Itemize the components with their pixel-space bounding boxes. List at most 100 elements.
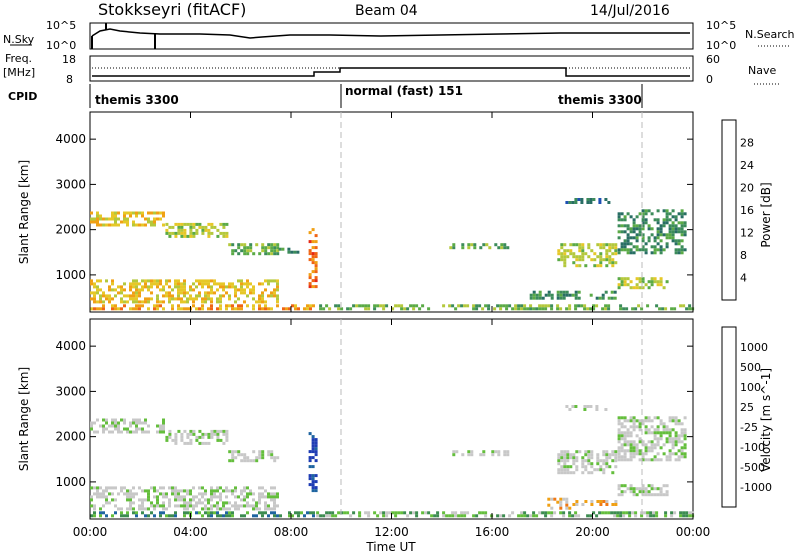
velocity-echo-cell [138, 427, 141, 431]
velocity-echo-cell [677, 455, 681, 459]
velocity-echo-cell [482, 450, 486, 454]
power-echo-cell [201, 279, 204, 283]
velocity-echo-cell [174, 489, 177, 493]
power-echo-cell [96, 291, 99, 295]
velocity-echo-cell [186, 501, 189, 505]
velocity-echo-cell [677, 419, 681, 423]
power-echo-cell [273, 279, 276, 283]
power-echo-cell [228, 297, 231, 301]
velocity-echo-cell [114, 427, 117, 431]
power-echo-cell [255, 300, 258, 304]
power-echo-cell [680, 251, 684, 255]
velocity-echo-cell [90, 424, 93, 428]
power-echo-cell [668, 224, 672, 228]
velocity-echo-cell [665, 425, 669, 429]
velocity-echo-cell [494, 450, 498, 454]
power-echo-cell [276, 300, 279, 304]
velocity-echo-cell [162, 430, 165, 434]
power-echo-cell [114, 214, 117, 218]
power-echo-cell [482, 243, 486, 247]
power-echo-cell [207, 285, 210, 289]
power-echo-cell [117, 217, 120, 221]
velocity-echo-cell [665, 490, 669, 494]
velocity-echo-cell [638, 428, 642, 432]
velocity-echo-cell [664, 514, 668, 518]
velocity-echo-cell [560, 468, 564, 472]
power-echo-cell [114, 304, 117, 308]
power-echo-cell [400, 307, 404, 311]
power-echo-cell [252, 307, 255, 311]
velocity-echo-cell [683, 434, 687, 438]
velocity-echo-cell [482, 453, 486, 457]
velocity-echo-cell [644, 493, 648, 497]
power-echo-cell [168, 231, 172, 235]
velocity-echo-cell [653, 458, 657, 462]
velocity-echo-cell [314, 444, 318, 448]
power-echo-cell [306, 307, 309, 311]
power-echo-cell [641, 233, 645, 237]
power-echo-cell [529, 304, 533, 308]
velocity-echo-cell [605, 500, 609, 503]
velocity-echo-cell [604, 511, 608, 515]
power-echo-cell [632, 236, 636, 240]
power-y-tick-label: 4000 [55, 132, 86, 146]
velocity-echo-cell [688, 514, 692, 518]
velocity-echo-cell [680, 428, 684, 432]
power-echo-cell [593, 252, 597, 256]
power-echo-cell [412, 304, 416, 308]
power-echo-cell [93, 294, 96, 298]
velocity-echo-cell [213, 429, 217, 433]
power-echo-cell [563, 243, 567, 247]
power-echo-cell [599, 258, 603, 262]
velocity-echo-cell [159, 424, 162, 428]
power-echo-cell [620, 242, 624, 246]
velocity-echo-cell [572, 456, 576, 460]
power-echo-cell [608, 255, 612, 259]
velocity-echo-cell [644, 446, 648, 450]
velocity-echo-cell [623, 434, 627, 438]
velocity-echo-cell [90, 486, 93, 490]
power-echo-cell [635, 248, 639, 252]
velocity-echo-cell [177, 498, 180, 502]
power-echo-cell [683, 233, 687, 237]
velocity-echo-cell [626, 428, 630, 432]
power-echo-cell [288, 307, 291, 311]
velocity-echo-cell [644, 425, 648, 429]
velocity-echo-cell [605, 465, 609, 469]
power-echo-cell [650, 212, 654, 216]
power-echo-cell [210, 288, 213, 292]
power-echo-cell [126, 220, 129, 224]
power-echo-cell [578, 249, 582, 253]
power-echo-cell [583, 307, 587, 311]
power-echo-cell [656, 221, 660, 225]
power-echo-cell [662, 248, 666, 252]
velocity-echo-cell [629, 446, 633, 450]
velocity-echo-cell [557, 456, 561, 460]
velocity-echo-cell [415, 511, 419, 515]
power-echo-cell [569, 243, 573, 247]
power-echo-cell [650, 277, 654, 281]
velocity-echo-cell [144, 418, 147, 422]
velocity-echo-cell [334, 514, 338, 518]
power-echo-cell [201, 285, 204, 289]
velocity-echo-cell [445, 514, 449, 518]
velocity-echo-cell [470, 450, 474, 454]
power-echo-cell [674, 239, 678, 243]
velocity-echo-cell [189, 438, 193, 442]
power-echo-cell [276, 243, 280, 247]
velocity-echo-cell [656, 428, 660, 432]
velocity-echo-cell [183, 514, 186, 518]
power-echo-cell [141, 214, 144, 218]
velocity-echo-cell [117, 424, 120, 428]
velocity-echo-cell [472, 514, 476, 518]
power-echo-cell [129, 294, 132, 298]
power-echo-cell [144, 285, 147, 289]
power-echo-cell [111, 279, 114, 283]
power-echo-cell [201, 297, 204, 301]
power-echo-cell [653, 239, 657, 243]
velocity-echo-cell [174, 441, 178, 445]
power-echo-cell [126, 211, 129, 215]
power-echo-cell [311, 228, 315, 232]
power-echo-cell [650, 233, 654, 237]
power-echo-cell [574, 290, 578, 294]
